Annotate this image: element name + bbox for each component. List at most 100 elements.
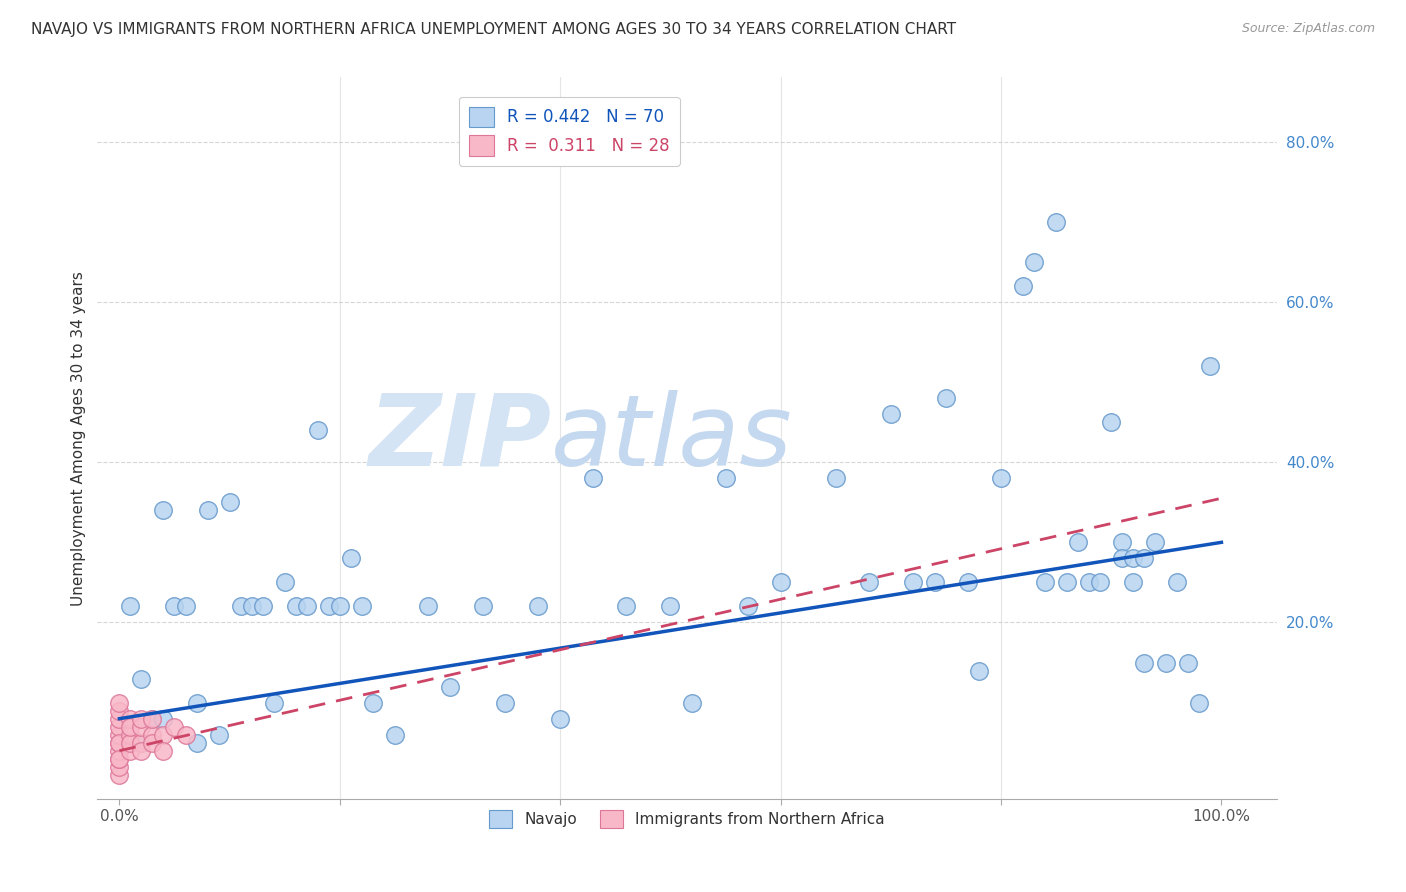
- Point: [494, 696, 516, 710]
- Point: [108, 760, 131, 774]
- Point: [614, 599, 637, 614]
- Point: [197, 503, 219, 517]
- Point: [659, 599, 682, 614]
- Point: [307, 423, 329, 437]
- Point: [340, 551, 363, 566]
- Point: [120, 736, 142, 750]
- Point: [416, 599, 439, 614]
- Point: [1067, 535, 1090, 549]
- Point: [174, 728, 197, 742]
- Point: [858, 575, 880, 590]
- Point: [229, 599, 252, 614]
- Point: [935, 391, 957, 405]
- Point: [131, 712, 153, 726]
- Point: [924, 575, 946, 590]
- Point: [350, 599, 373, 614]
- Point: [527, 599, 550, 614]
- Point: [120, 599, 142, 614]
- Point: [152, 712, 174, 726]
- Point: [361, 696, 384, 710]
- Point: [901, 575, 924, 590]
- Point: [207, 728, 229, 742]
- Point: [318, 599, 340, 614]
- Point: [174, 599, 197, 614]
- Point: [1111, 551, 1133, 566]
- Point: [714, 471, 737, 485]
- Point: [1078, 575, 1101, 590]
- Point: [252, 599, 274, 614]
- Point: [1090, 575, 1112, 590]
- Point: [108, 744, 131, 758]
- Point: [824, 471, 846, 485]
- Point: [329, 599, 352, 614]
- Legend: Navajo, Immigrants from Northern Africa: Navajo, Immigrants from Northern Africa: [484, 804, 891, 835]
- Point: [1156, 656, 1178, 670]
- Point: [990, 471, 1012, 485]
- Point: [108, 696, 131, 710]
- Point: [1122, 575, 1144, 590]
- Point: [186, 736, 208, 750]
- Point: [152, 744, 174, 758]
- Point: [141, 728, 163, 742]
- Point: [1022, 254, 1045, 268]
- Point: [120, 728, 142, 742]
- Point: [131, 744, 153, 758]
- Point: [120, 744, 142, 758]
- Point: [141, 712, 163, 726]
- Point: [120, 720, 142, 734]
- Point: [1099, 415, 1122, 429]
- Point: [108, 712, 131, 726]
- Point: [548, 712, 571, 726]
- Point: [384, 728, 406, 742]
- Point: [108, 736, 131, 750]
- Point: [1133, 656, 1156, 670]
- Text: atlas: atlas: [551, 390, 793, 487]
- Point: [956, 575, 979, 590]
- Point: [1045, 215, 1067, 229]
- Point: [120, 712, 142, 726]
- Point: [186, 696, 208, 710]
- Point: [769, 575, 792, 590]
- Point: [1144, 535, 1167, 549]
- Point: [108, 728, 131, 742]
- Point: [131, 736, 153, 750]
- Point: [263, 696, 285, 710]
- Point: [1166, 575, 1188, 590]
- Point: [273, 575, 295, 590]
- Point: [108, 720, 131, 734]
- Point: [1199, 359, 1222, 373]
- Point: [218, 495, 240, 509]
- Point: [141, 736, 163, 750]
- Point: [1012, 278, 1035, 293]
- Point: [240, 599, 263, 614]
- Point: [1033, 575, 1056, 590]
- Point: [108, 768, 131, 782]
- Point: [163, 599, 186, 614]
- Point: [472, 599, 495, 614]
- Y-axis label: Unemployment Among Ages 30 to 34 years: Unemployment Among Ages 30 to 34 years: [72, 270, 86, 606]
- Point: [108, 704, 131, 718]
- Point: [1188, 696, 1211, 710]
- Point: [108, 752, 131, 766]
- Point: [284, 599, 307, 614]
- Text: NAVAJO VS IMMIGRANTS FROM NORTHERN AFRICA UNEMPLOYMENT AMONG AGES 30 TO 34 YEARS: NAVAJO VS IMMIGRANTS FROM NORTHERN AFRIC…: [31, 22, 956, 37]
- Point: [880, 407, 903, 421]
- Point: [737, 599, 759, 614]
- Point: [131, 736, 153, 750]
- Text: ZIP: ZIP: [368, 390, 551, 487]
- Text: Source: ZipAtlas.com: Source: ZipAtlas.com: [1241, 22, 1375, 36]
- Point: [1056, 575, 1078, 590]
- Point: [131, 672, 153, 686]
- Point: [131, 720, 153, 734]
- Point: [163, 720, 186, 734]
- Point: [152, 728, 174, 742]
- Point: [1133, 551, 1156, 566]
- Point: [108, 752, 131, 766]
- Point: [1111, 535, 1133, 549]
- Point: [1177, 656, 1199, 670]
- Point: [681, 696, 703, 710]
- Point: [108, 736, 131, 750]
- Point: [582, 471, 605, 485]
- Point: [1122, 551, 1144, 566]
- Point: [967, 664, 990, 678]
